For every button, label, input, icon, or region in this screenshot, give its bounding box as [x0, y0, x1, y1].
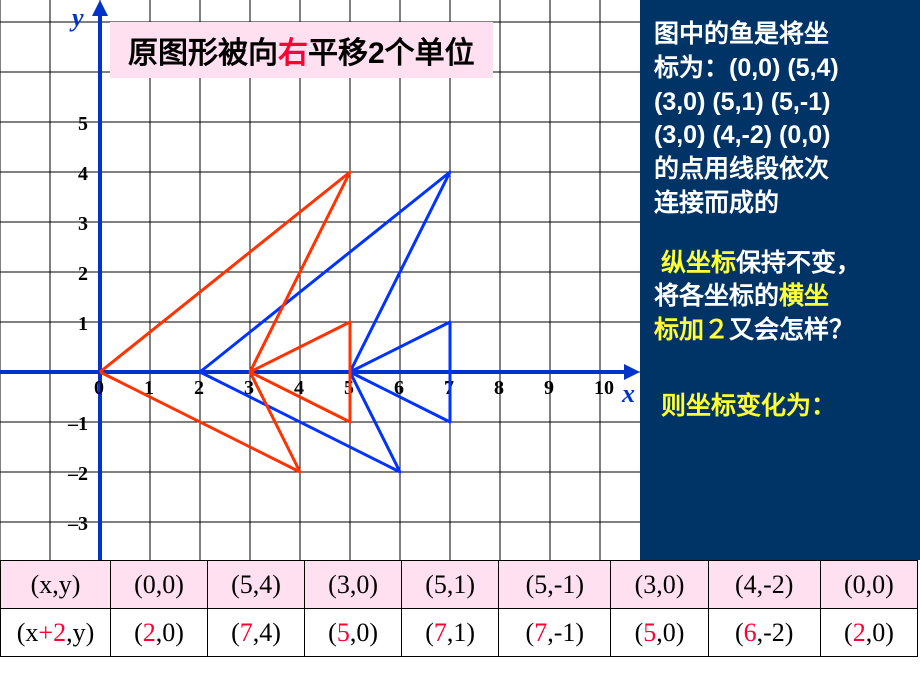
row1-header: (x,y) — [1, 561, 111, 609]
svg-text:2: 2 — [194, 377, 204, 399]
p1-l2: 标为：(0,0) (5,4) — [654, 54, 839, 82]
sidebar: 图中的鱼是将坐 标为：(0,0) (5,4) (3,0) (5,1) (5,-1… — [640, 0, 920, 560]
title-post: 平移2个单位 — [308, 37, 475, 70]
svg-text:1: 1 — [78, 313, 88, 335]
svg-text:x: x — [621, 379, 635, 408]
title-highlight: 右 — [278, 37, 308, 70]
sidebar-paragraph-2: 纵坐标保持不变， 将各坐标的横坐 标加２又会怎样？ — [654, 247, 906, 348]
row2-cell-3: (7,1) — [402, 609, 499, 657]
sidebar-paragraph-1: 图中的鱼是将坐 标为：(0,0) (5,4) (3,0) (5,1) (5,-1… — [654, 18, 906, 221]
p2-a: 纵坐标 — [661, 249, 736, 277]
row1-cell-2: (3,0) — [305, 561, 402, 609]
row1-cell-3: (5,1) — [402, 561, 499, 609]
svg-text:4: 4 — [78, 163, 88, 185]
row2-cell-6: (6,-2) — [708, 609, 820, 657]
svg-text:8: 8 — [494, 377, 504, 399]
p2-e: 标加２ — [654, 316, 729, 344]
row1-cell-0: (0,0) — [111, 561, 208, 609]
row2-cell-2: (5,0) — [305, 609, 402, 657]
title-banner: 原图形被向右平移2个单位 — [110, 22, 493, 78]
svg-text:3: 3 — [78, 213, 88, 235]
p1-l4: (3,0) (4,-2) (0,0) — [654, 121, 830, 149]
coordinate-chart: 01234567891012345–1–2–3xy — [0, 0, 640, 560]
p2-b: 保持不变， — [736, 249, 861, 277]
p1-l5: 的点用线段依次 — [654, 155, 829, 183]
p3: 则坐标变化为： — [661, 392, 836, 420]
p1-l1: 图中的鱼是将坐 — [654, 20, 829, 48]
row1-cell-6: (4,-2) — [708, 561, 820, 609]
row2-cell-0: (2,0) — [111, 609, 208, 657]
row1-cell-4: (5,-1) — [499, 561, 611, 609]
svg-text:9: 9 — [544, 377, 554, 399]
row2-cell-7: (2,0) — [820, 609, 917, 657]
svg-text:2: 2 — [78, 263, 88, 285]
row2-cell-4: (7,-1) — [499, 609, 611, 657]
row2-cell-1: (7,4) — [208, 609, 305, 657]
svg-text:y: y — [69, 3, 84, 32]
row1-cell-5: (3,0) — [611, 561, 708, 609]
sidebar-paragraph-3: 则坐标变化为： — [654, 390, 906, 424]
svg-text:5: 5 — [78, 113, 88, 135]
row2-cell-5: (5,0) — [611, 609, 708, 657]
table-row-shifted: (x+2,y)(2,0)(7,4)(5,0)(7,1)(7,-1)(5,0)(6… — [1, 609, 918, 657]
svg-text:–3: –3 — [67, 513, 88, 535]
main-container: 01234567891012345–1–2–3xy 原图形被向右平移2个单位 图… — [0, 0, 920, 560]
row2-header: (x+2,y) — [1, 609, 111, 657]
coordinate-table: (x,y)(0,0)(5,4)(3,0)(5,1)(5,-1)(3,0)(4,-… — [0, 560, 918, 657]
p1-l6: 连接而成的 — [654, 189, 779, 217]
p2-c: 将各坐标的 — [654, 282, 779, 310]
svg-text:–2: –2 — [67, 463, 88, 485]
title-pre: 原图形被向 — [128, 37, 278, 70]
p2-f: 又会怎样？ — [729, 316, 854, 344]
row1-cell-7: (0,0) — [820, 561, 917, 609]
svg-text:10: 10 — [594, 377, 614, 399]
chart-area: 01234567891012345–1–2–3xy 原图形被向右平移2个单位 — [0, 0, 640, 560]
p2-d: 横坐 — [779, 282, 829, 310]
svg-text:0: 0 — [94, 377, 104, 399]
row1-cell-1: (5,4) — [208, 561, 305, 609]
svg-text:–1: –1 — [67, 413, 88, 435]
table-row-original: (x,y)(0,0)(5,4)(3,0)(5,1)(5,-1)(3,0)(4,-… — [1, 561, 918, 609]
p1-l3: (3,0) (5,1) (5,-1) — [654, 88, 830, 116]
